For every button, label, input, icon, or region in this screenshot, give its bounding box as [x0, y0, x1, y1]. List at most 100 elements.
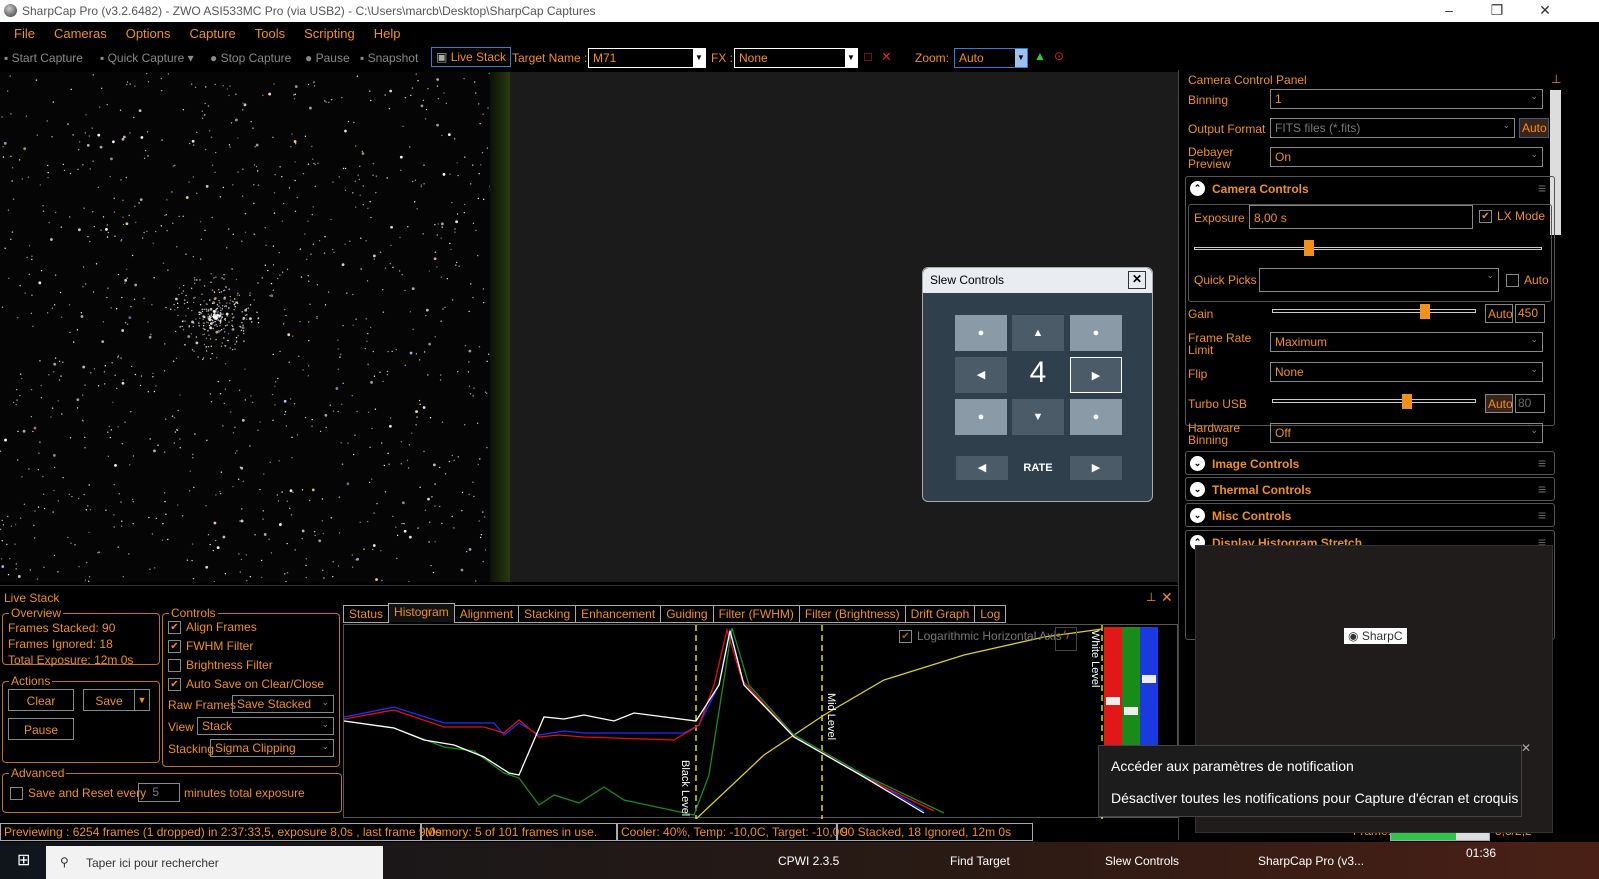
- output-format-select[interactable]: FITS files (*.fits) ⌄: [1270, 118, 1515, 138]
- clear-icon[interactable]: ✕: [881, 49, 892, 64]
- reticle-icon[interactable]: □: [864, 49, 872, 64]
- stop-capture-button[interactable]: ● Stop Capture: [210, 51, 292, 65]
- zoom-icon[interactable]: ⊙: [1054, 49, 1065, 63]
- pause-button[interactable]: Pause: [8, 718, 74, 740]
- gain-slider[interactable]: [1272, 309, 1476, 313]
- menu-item-disable-notifications[interactable]: Désactiver toutes les notifications pour…: [1111, 790, 1519, 806]
- expand-icon[interactable]: ⌄: [1190, 508, 1205, 523]
- search-box[interactable]: ⚲ Taper ici pour rechercher: [46, 846, 383, 879]
- binning-select[interactable]: 1 ⌄: [1270, 89, 1543, 109]
- exposure-slider[interactable]: [1194, 247, 1542, 250]
- close-button[interactable]: ✕: [1539, 2, 1551, 18]
- debayer-select[interactable]: On ⌄: [1270, 147, 1543, 167]
- collapse-icon[interactable]: ⌃: [1190, 181, 1205, 196]
- expand-icon[interactable]: ⌄: [1190, 482, 1205, 497]
- slew-nw-button[interactable]: ●: [955, 315, 1007, 351]
- start-capture-button[interactable]: ▪ Start Capture: [4, 51, 83, 65]
- slew-west-button[interactable]: ◀: [955, 357, 1007, 393]
- tab-drift-graph[interactable]: Drift Graph: [904, 605, 976, 623]
- target-name-combo[interactable]: M71 ▼: [588, 48, 706, 68]
- menu-cameras[interactable]: Cameras: [53, 26, 107, 41]
- tab-enhancement[interactable]: Enhancement: [575, 605, 662, 623]
- chevron-down-icon[interactable]: ▼: [1015, 49, 1027, 67]
- flip-select[interactable]: None ⌄: [1270, 362, 1543, 382]
- panel-scrollbar[interactable]: [1550, 90, 1561, 235]
- menu-icon[interactable]: ≡: [1537, 481, 1546, 497]
- view-select[interactable]: Stack ⌄: [197, 717, 334, 735]
- menu-icon[interactable]: ≡: [1537, 534, 1546, 550]
- exposure-input[interactable]: 8,00 s: [1249, 205, 1473, 229]
- camera-image[interactable]: [0, 72, 510, 582]
- menu-options[interactable]: Options: [125, 26, 171, 41]
- gain-auto-button[interactable]: Auto: [1485, 304, 1513, 323]
- snapshot-button[interactable]: ▪ Snapshot: [360, 51, 419, 65]
- menu-scripting[interactable]: Scripting: [304, 26, 355, 41]
- fx-combo[interactable]: None ▼: [734, 48, 858, 68]
- exposure-slider-thumb[interactable]: [1303, 240, 1314, 256]
- taskbar-app-sharpcap[interactable]: SharpCap Pro (v3...: [1258, 854, 1365, 868]
- tab-histogram[interactable]: Histogram: [388, 603, 455, 622]
- gain-slider-thumb[interactable]: [1420, 304, 1430, 319]
- minimize-button[interactable]: –: [1445, 2, 1453, 18]
- tab-status[interactable]: Status: [343, 605, 390, 623]
- live-stack-button[interactable]: ▣ Live Stack: [431, 47, 512, 67]
- misc-controls-section[interactable]: ⌄ Misc Controls ≡: [1185, 503, 1555, 527]
- histogram-view[interactable]: ✔ Logarithmic Horizontal Axis ϟ Black Lev…: [343, 624, 1178, 820]
- windows-start-icon[interactable]: ⊞: [17, 852, 31, 869]
- fwhm-filter-checkbox[interactable]: ✔ FWHM Filter: [168, 639, 253, 654]
- image-controls-section[interactable]: ⌄ Image Controls ≡: [1185, 451, 1555, 475]
- close-icon[interactable]: ✕: [1161, 589, 1173, 605]
- lx-mode-checkbox[interactable]: ✔ LX Mode: [1479, 209, 1545, 224]
- gain-input[interactable]: 450: [1515, 304, 1545, 323]
- tab-filter-fwhm[interactable]: Filter (FWHM): [712, 605, 800, 623]
- slew-sw-button[interactable]: ●: [955, 399, 1007, 435]
- menu-item-notification-settings[interactable]: Accéder aux paramètres de notification: [1111, 758, 1354, 774]
- menu-tools[interactable]: Tools: [254, 26, 286, 41]
- thermal-controls-section[interactable]: ⌄ Thermal Controls ≡: [1185, 477, 1555, 501]
- tab-log[interactable]: Log: [974, 605, 1007, 623]
- camera-controls-section[interactable]: ⌃ Camera Controls ≡: [1185, 176, 1555, 426]
- histogram-icon[interactable]: ▲: [1034, 49, 1046, 63]
- turbo-auto-button[interactable]: Auto: [1485, 394, 1513, 413]
- close-button[interactable]: ✕: [1128, 271, 1146, 289]
- slew-south-button[interactable]: ▼: [1012, 399, 1064, 435]
- save-dropdown-button[interactable]: ▼: [134, 689, 150, 711]
- slew-se-button[interactable]: ●: [1070, 399, 1122, 435]
- maximize-button[interactable]: ❐: [1490, 2, 1504, 18]
- chevron-down-icon[interactable]: ▼: [845, 49, 857, 67]
- menu-icon[interactable]: ≡: [1537, 455, 1546, 471]
- brightness-filter-checkbox[interactable]: Brightness Filter: [168, 658, 273, 673]
- hardware-binning-select[interactable]: Off ⌄: [1270, 423, 1543, 443]
- close-icon[interactable]: ✕: [1521, 741, 1532, 755]
- turbo-input[interactable]: 80: [1515, 394, 1545, 413]
- taskbar-app-find-target[interactable]: Find Target: [950, 854, 1010, 868]
- pause-button[interactable]: ● Pause: [305, 51, 350, 65]
- save-button[interactable]: Save: [83, 689, 135, 711]
- clear-button[interactable]: Clear: [8, 689, 74, 711]
- menu-icon[interactable]: ≡: [1537, 180, 1546, 196]
- minutes-spinner[interactable]: 5: [138, 783, 180, 802]
- raw-frames-select[interactable]: Save Stacked ⌄: [232, 695, 334, 713]
- tab-alignment[interactable]: Alignment: [453, 605, 520, 623]
- zoom-combo[interactable]: Auto ▼: [954, 48, 1028, 68]
- menu-capture[interactable]: Capture: [189, 26, 236, 41]
- align-frames-checkbox[interactable]: ✔ Align Frames: [168, 620, 257, 635]
- quick-capture-button[interactable]: ▪ Quick Capture ▾: [100, 51, 194, 65]
- taskbar-app-cpwi[interactable]: CPWI 2.3.5: [778, 854, 840, 868]
- tab-guiding[interactable]: Guiding: [660, 605, 714, 623]
- output-format-auto-button[interactable]: Auto: [1519, 118, 1549, 138]
- slew-ne-button[interactable]: ●: [1070, 315, 1122, 351]
- quick-picks-auto-checkbox[interactable]: Auto: [1506, 273, 1549, 288]
- pin-icon[interactable]: ⊥: [1551, 72, 1562, 86]
- menu-help[interactable]: Help: [373, 26, 401, 41]
- turbo-usb-slider-thumb[interactable]: [1401, 394, 1412, 409]
- auto-save-checkbox[interactable]: ✔ Auto Save on Clear/Close: [168, 677, 324, 692]
- save-reset-checkbox[interactable]: Save and Reset every: [10, 786, 146, 801]
- log-axis-checkbox[interactable]: ✔ Logarithmic Horizontal Axis: [899, 629, 1062, 644]
- frame-rate-select[interactable]: Maximum ⌄: [1270, 332, 1543, 352]
- menu-icon[interactable]: ≡: [1537, 507, 1546, 523]
- auto-stretch-icon[interactable]: ϟ: [1055, 627, 1077, 651]
- taskbar-app-slew-controls[interactable]: Slew Controls: [1105, 854, 1180, 868]
- slew-north-button[interactable]: ▲: [1012, 315, 1064, 351]
- tab-filter-brightness[interactable]: Filter (Brightness): [798, 605, 906, 623]
